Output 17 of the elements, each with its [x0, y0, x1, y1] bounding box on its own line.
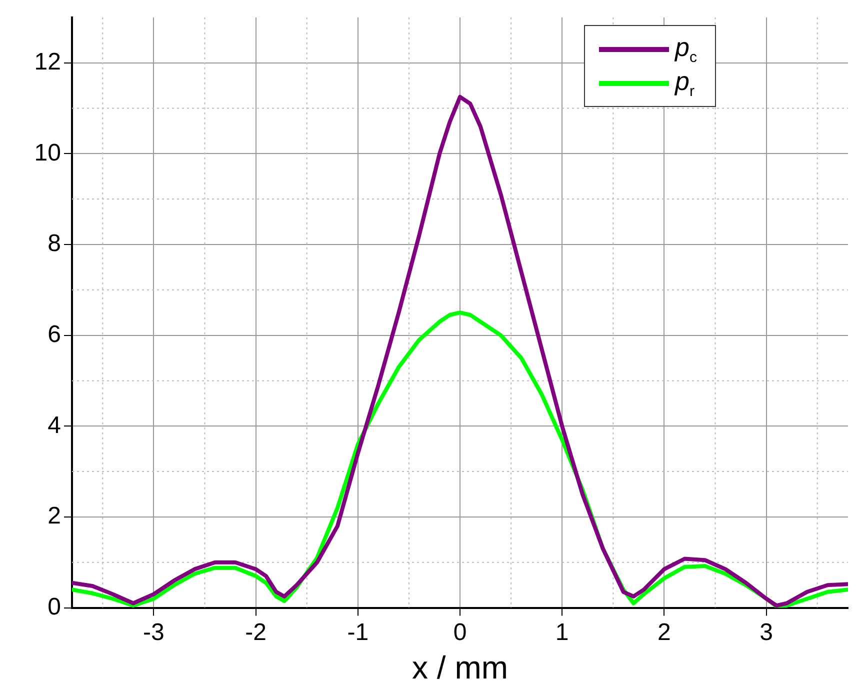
x-tick-label: -3	[143, 618, 164, 646]
x-tick-label: 2	[658, 618, 671, 646]
x-axis-title: x / mm	[412, 650, 508, 686]
y-tick-label: 0	[48, 593, 61, 620]
y-tick-label: 10	[34, 139, 61, 166]
legend-label: p$_{c}$	[675, 32, 697, 66]
x-tick-label: 3	[760, 618, 773, 646]
y-tick-label: 8	[48, 230, 61, 258]
x-tick-label: -1	[347, 618, 369, 646]
y-tick-label: 2	[48, 502, 61, 530]
y-tick-label: 6	[48, 320, 61, 348]
y-tick-label: 4	[48, 412, 61, 439]
legend-label: p$_{r}$	[675, 66, 694, 100]
x-tick-label: 0	[453, 618, 467, 646]
x-tick-label: 1	[555, 618, 569, 646]
y-tick-label: 12	[34, 48, 61, 76]
x-tick-label: -2	[245, 618, 266, 646]
